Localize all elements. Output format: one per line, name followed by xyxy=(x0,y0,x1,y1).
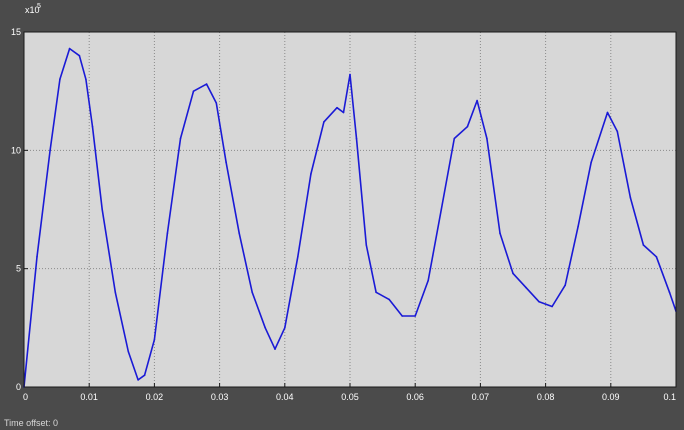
series-point xyxy=(564,284,566,287)
series-point xyxy=(616,130,619,133)
y-tick-label: 5 xyxy=(16,264,21,274)
series-point xyxy=(336,106,338,109)
series-point xyxy=(36,255,38,258)
y-tick-label: 10 xyxy=(11,145,21,155)
series-point xyxy=(512,272,514,275)
series-point xyxy=(388,298,390,301)
series-point xyxy=(414,315,417,317)
x-tick-label: 0.03 xyxy=(211,392,229,402)
series-point xyxy=(205,83,208,85)
series-point xyxy=(101,208,103,211)
series-point xyxy=(551,305,553,308)
series-point xyxy=(401,315,404,317)
signal-trace xyxy=(23,47,677,388)
x-tick-label: 0.07 xyxy=(472,392,490,402)
series-point xyxy=(525,286,527,289)
y-tick-label: 0 xyxy=(16,382,21,392)
series-point xyxy=(49,149,51,152)
series-point xyxy=(486,137,488,140)
x-tick-label: 0.01 xyxy=(80,392,98,402)
series-point xyxy=(166,232,169,234)
tick-labels: 0 0.01 0.02 0.03 0.04 0.05 0.06 0.07 0.08 0.09 0.1… xyxy=(11,27,677,402)
series-point xyxy=(538,301,540,303)
series-point xyxy=(427,279,430,282)
series-point xyxy=(153,338,156,341)
series-point xyxy=(466,125,469,128)
series-point xyxy=(284,327,286,329)
series-point xyxy=(642,244,645,246)
series-point xyxy=(476,99,478,102)
series-point xyxy=(85,78,87,81)
series-point xyxy=(225,161,227,163)
x-tick-label: 0 xyxy=(23,392,28,402)
series-point xyxy=(606,111,609,114)
series-point xyxy=(114,291,117,294)
series-point xyxy=(375,291,377,294)
series-point xyxy=(251,291,253,294)
grid-lines xyxy=(24,32,676,387)
series-point xyxy=(577,225,579,227)
x-tick-label: 0.02 xyxy=(146,392,164,402)
series-point xyxy=(655,255,658,258)
series-point xyxy=(629,196,632,199)
series-point xyxy=(440,208,443,211)
status-text: Time offset: 0 xyxy=(4,418,59,428)
series-point xyxy=(297,255,299,258)
series-point xyxy=(78,54,81,57)
series-point xyxy=(355,137,358,140)
y-tick-label: 15 xyxy=(11,27,21,37)
series-point xyxy=(274,348,276,350)
series-point xyxy=(68,47,71,50)
series-point xyxy=(310,173,312,175)
x-tick-label: 0.04 xyxy=(276,392,294,402)
series-point xyxy=(127,350,130,353)
y-axis-exponent: x10 xyxy=(25,5,40,15)
series-point xyxy=(238,232,240,234)
series-line-0 xyxy=(23,47,677,388)
series-point xyxy=(143,374,146,377)
series-point xyxy=(215,102,218,104)
series-point xyxy=(668,291,671,294)
series-point xyxy=(590,161,592,163)
x-tick-label: 0.09 xyxy=(602,392,620,402)
x-tick-label: 0.06 xyxy=(406,392,424,402)
series-point xyxy=(91,125,94,128)
series-point xyxy=(137,379,139,381)
x-tick-label: 0.05 xyxy=(341,392,359,402)
series-point xyxy=(192,90,195,92)
x-tick-label: 0.08 xyxy=(537,392,555,402)
series-point xyxy=(323,121,325,123)
series-point xyxy=(349,73,351,76)
series-point xyxy=(365,244,368,246)
x-tick-label: 0.1 xyxy=(663,392,676,402)
series-point xyxy=(499,232,501,234)
series-point xyxy=(453,137,456,140)
y-axis-exponent-power: 5 xyxy=(37,3,41,10)
series-point xyxy=(264,327,267,329)
series-point xyxy=(342,111,345,114)
series-point xyxy=(179,137,182,140)
series-point xyxy=(59,78,61,81)
